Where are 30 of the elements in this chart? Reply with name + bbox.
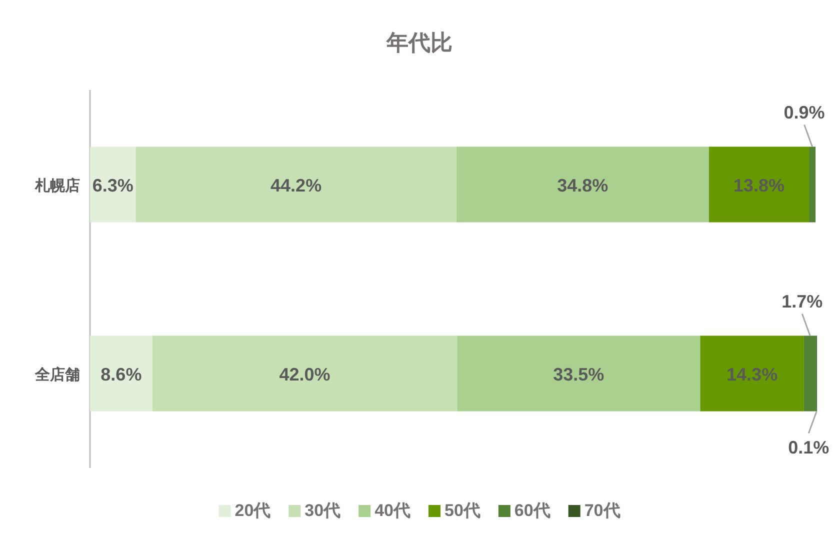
bar <box>809 146 816 222</box>
data-label: 8.6% <box>100 364 142 384</box>
bar <box>700 336 804 412</box>
legend-label: 60代 <box>514 501 550 520</box>
data-label: 33.5% <box>553 364 604 384</box>
bar <box>90 336 152 412</box>
data-label: 14.3% <box>726 364 778 384</box>
legend-label: 40代 <box>374 501 410 520</box>
data-label: 6.3% <box>92 176 134 196</box>
data-label: 42.0% <box>279 364 330 384</box>
bar <box>457 336 700 412</box>
bar <box>136 146 456 222</box>
legend-label: 20代 <box>234 501 271 520</box>
bar <box>152 336 458 412</box>
legend-label: 30代 <box>304 501 341 520</box>
legend-label: 50代 <box>444 501 480 520</box>
bar <box>708 146 810 222</box>
bar <box>90 146 136 222</box>
chart-title: 年代比 <box>386 30 452 55</box>
data-label: 13.8% <box>733 176 784 196</box>
bar <box>456 146 709 222</box>
data-label: 44.2% <box>270 176 322 196</box>
data-label: 34.8% <box>557 176 608 196</box>
y-tick-label: 札幌店 <box>34 176 80 194</box>
data-label: 0.9% <box>784 102 825 123</box>
data-label: 1.7% <box>782 292 823 312</box>
data-label: 0.1% <box>788 437 830 458</box>
y-tick-label: 全店舗 <box>34 366 80 384</box>
bar <box>804 336 816 412</box>
legend-label: 70代 <box>584 501 620 520</box>
